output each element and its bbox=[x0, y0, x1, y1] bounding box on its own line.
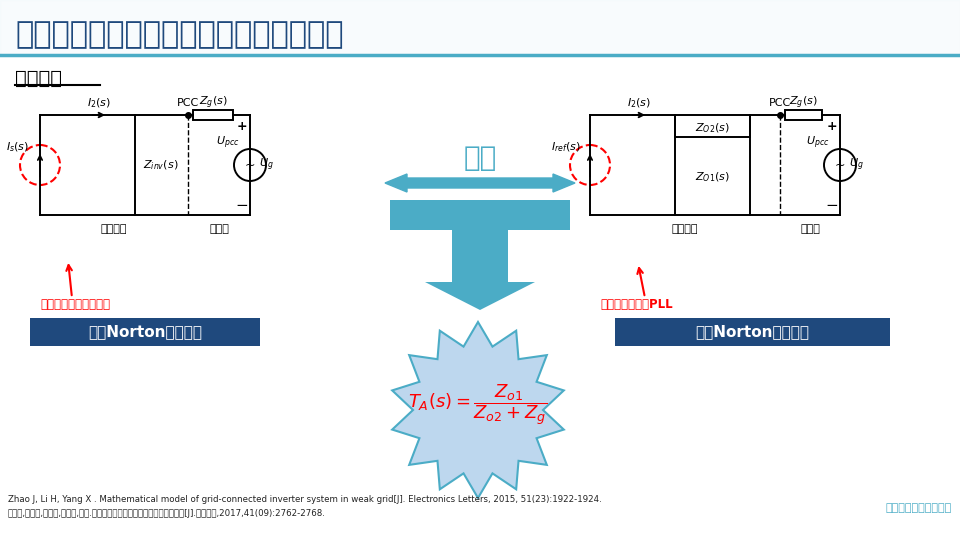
Polygon shape bbox=[390, 200, 570, 310]
Text: $U_g$: $U_g$ bbox=[849, 157, 863, 173]
Text: 重塑Norton等效电路: 重塑Norton等效电路 bbox=[695, 325, 809, 340]
Text: 逆变器侧: 逆变器侧 bbox=[101, 224, 128, 234]
Text: 逆变器侧: 逆变器侧 bbox=[672, 224, 698, 234]
Text: 电网侧: 电网侧 bbox=[209, 224, 228, 234]
Text: $T_A(s)=\dfrac{Z_{o1}}{Z_{o2}+Z_g}$: $T_A(s)=\dfrac{Z_{o1}}{Z_{o2}+Z_g}$ bbox=[408, 382, 547, 428]
Text: $I_s(s)$: $I_s(s)$ bbox=[7, 140, 30, 154]
Text: 弱电网条件下基于阻抗的稳定性判据重塑: 弱电网条件下基于阻抗的稳定性判据重塑 bbox=[15, 21, 344, 50]
Text: +: + bbox=[237, 120, 248, 133]
Text: $Z_{inv}(s)$: $Z_{inv}(s)$ bbox=[143, 158, 179, 172]
Text: $Z_{O1}(s)$: $Z_{O1}(s)$ bbox=[695, 170, 730, 184]
Text: −: − bbox=[826, 198, 838, 213]
Text: 传统Norton等效电路: 传统Norton等效电路 bbox=[88, 325, 202, 340]
Text: $Z_g(s)$: $Z_g(s)$ bbox=[789, 95, 817, 111]
Text: Zhao J, Li H, Yang X . Mathematical model of grid-connected inverter system in w: Zhao J, Li H, Yang X . Mathematical mode… bbox=[8, 496, 602, 504]
Text: 电网侧: 电网侧 bbox=[800, 224, 820, 234]
Polygon shape bbox=[385, 174, 575, 192]
Text: −: − bbox=[235, 198, 249, 213]
Text: $I_2(s)$: $I_2(s)$ bbox=[627, 96, 651, 110]
Text: ~: ~ bbox=[835, 159, 845, 172]
Text: $I_2(s)$: $I_2(s)$ bbox=[87, 96, 111, 110]
Text: PCC: PCC bbox=[769, 98, 791, 108]
Bar bbox=[785, 110, 822, 120]
Text: $U_{pcc}$: $U_{pcc}$ bbox=[216, 135, 240, 151]
Text: $U_g$: $U_g$ bbox=[258, 157, 274, 173]
Text: 重塑方案: 重塑方案 bbox=[15, 69, 62, 87]
Text: 高家元,赵晋斌,陈晓厦,屈克庆,李芬.弱电网条件下基于阻抗的稳定性判据重塑[J].电网技术,2017,41(09):2762-2768.: 高家元,赵晋斌,陈晓厦,屈克庆,李芬.弱电网条件下基于阻抗的稳定性判据重塑[J]… bbox=[8, 510, 325, 518]
Text: $Z_g(s)$: $Z_g(s)$ bbox=[199, 95, 228, 111]
Text: 等效: 等效 bbox=[464, 144, 496, 172]
Text: +: + bbox=[827, 120, 837, 133]
Text: $I_{ref}(s)$: $I_{ref}(s)$ bbox=[551, 140, 581, 154]
Polygon shape bbox=[393, 322, 564, 498]
Text: 稳定性取决于控制参数: 稳定性取决于控制参数 bbox=[40, 299, 110, 312]
Text: PCC: PCC bbox=[177, 98, 199, 108]
Text: $Z_{O2}(s)$: $Z_{O2}(s)$ bbox=[695, 121, 730, 135]
Bar bbox=[193, 110, 233, 120]
Text: 《电工技术学报》发布: 《电工技术学报》发布 bbox=[886, 503, 952, 513]
Text: ~: ~ bbox=[245, 159, 255, 172]
Text: $U_{pcc}$: $U_{pcc}$ bbox=[806, 135, 829, 151]
Bar bbox=[30, 318, 260, 346]
Bar bbox=[615, 318, 890, 346]
Text: 稳定性仅取决于PLL: 稳定性仅取决于PLL bbox=[600, 299, 673, 312]
